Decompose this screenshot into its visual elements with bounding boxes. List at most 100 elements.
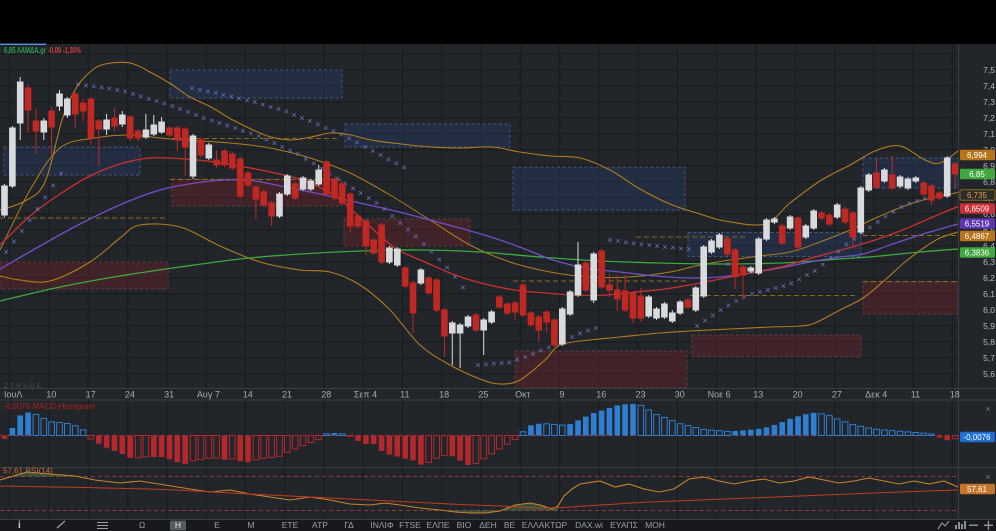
svg-text:×: × [27, 215, 32, 225]
svg-text:×: × [205, 87, 210, 97]
svg-text:×: × [162, 99, 167, 109]
svg-text:×: × [342, 178, 347, 188]
svg-text:×: × [201, 113, 206, 123]
svg-text:×: × [236, 94, 241, 104]
svg-text:×: × [295, 149, 300, 159]
svg-text:×: × [35, 204, 40, 214]
svg-text:×: × [193, 110, 198, 120]
svg-text:ΕΥΑΠΣ: ΕΥΑΠΣ [610, 520, 638, 530]
svg-text:18: 18 [439, 390, 449, 400]
svg-text:×: × [339, 130, 344, 140]
svg-text:×: × [773, 283, 778, 293]
svg-text:5,6: 5,6 [983, 369, 995, 379]
svg-text:×: × [232, 123, 237, 133]
svg-text:×: × [483, 360, 488, 370]
svg-text:×: × [287, 146, 292, 156]
svg-text:ΒΕ: ΒΕ [504, 520, 516, 530]
svg-text:×: × [331, 126, 336, 136]
svg-text:Αυγ 7: Αυγ 7 [197, 390, 220, 400]
svg-text:24: 24 [125, 390, 135, 400]
svg-text:×: × [19, 226, 24, 236]
svg-text:×: × [307, 116, 312, 126]
svg-text:×: × [370, 146, 375, 156]
svg-text:×: × [914, 196, 919, 206]
svg-text:×: × [260, 100, 265, 110]
svg-text:5,8: 5,8 [983, 337, 995, 347]
svg-text:6,0: 6,0 [983, 305, 995, 315]
svg-text:18: 18 [950, 390, 960, 400]
svg-text:×: × [99, 83, 104, 93]
svg-text:×: × [3, 247, 8, 257]
svg-text:×: × [577, 328, 582, 338]
svg-text:×: × [538, 346, 543, 356]
svg-text:Ω: Ω [139, 520, 145, 530]
svg-text:11: 11 [400, 390, 409, 400]
svg-text:57,61: 57,61 [967, 485, 988, 494]
svg-text:×: × [256, 131, 261, 141]
svg-text:57,61 RSI(14): 57,61 RSI(14) [3, 467, 53, 476]
svg-text:×: × [248, 128, 253, 138]
svg-text:×: × [303, 154, 308, 164]
svg-text:×: × [272, 138, 277, 148]
svg-text:14: 14 [243, 390, 253, 400]
svg-text:×: × [225, 121, 230, 131]
svg-text:×: × [546, 342, 551, 352]
svg-text:×: × [421, 239, 426, 249]
svg-text:×: × [213, 88, 218, 98]
svg-text:×: × [639, 239, 644, 249]
svg-text:25: 25 [478, 390, 488, 400]
svg-text:×: × [718, 305, 723, 315]
svg-text:×: × [875, 217, 880, 227]
svg-text:ΑΤΡ: ΑΤΡ [312, 520, 328, 530]
svg-text:×: × [741, 292, 746, 302]
svg-text:×: × [631, 238, 636, 248]
svg-text:28: 28 [321, 390, 331, 400]
svg-text:×: × [593, 323, 598, 333]
svg-text:×: × [280, 142, 285, 152]
svg-text:×: × [844, 240, 849, 250]
svg-text:×: × [50, 181, 55, 191]
svg-text:-0,0076 MACD-Histogram: -0,0076 MACD-Histogram [3, 402, 95, 411]
svg-text:7,3: 7,3 [983, 97, 995, 107]
svg-text:30: 30 [675, 390, 685, 400]
svg-text:×: × [804, 270, 809, 280]
svg-text:11: 11 [911, 390, 920, 400]
svg-text:ΒΙΟ: ΒΙΟ [457, 520, 472, 530]
svg-text:6,85 ΛΑΜΔΑ.gr: 6,85 ΛΑΜΔΑ.gr [4, 46, 46, 55]
svg-text:×: × [522, 352, 527, 362]
svg-text:7,5: 7,5 [983, 65, 995, 75]
svg-text:×: × [530, 349, 535, 359]
svg-text:6,9: 6,9 [983, 161, 995, 171]
svg-text:×: × [185, 107, 190, 117]
svg-text:Σεπ 4: Σεπ 4 [354, 390, 377, 400]
svg-text:×: × [906, 199, 911, 209]
svg-text:×: × [43, 192, 48, 202]
svg-text:×: × [796, 274, 801, 284]
svg-text:×: × [138, 92, 143, 102]
svg-text:×: × [899, 202, 904, 212]
svg-text:×: × [820, 260, 825, 270]
svg-text:7,4: 7,4 [983, 81, 995, 91]
svg-text:×: × [413, 232, 418, 242]
svg-text:ΙΝΛΙΦ: ΙΝΛΙΦ [370, 520, 394, 530]
svg-text:×: × [401, 163, 406, 173]
svg-text:6,6509: 6,6509 [965, 204, 990, 213]
svg-text:×: × [83, 80, 88, 90]
svg-text:×: × [725, 259, 730, 269]
svg-text:16: 16 [596, 390, 606, 400]
svg-text:7,2: 7,2 [983, 113, 995, 123]
svg-text:ΕΛΛΑΚΤΩΡ: ΕΛΛΑΚΤΩΡ [522, 520, 568, 530]
svg-text:21: 21 [282, 390, 292, 400]
svg-text:×: × [647, 240, 652, 250]
svg-text:×: × [323, 123, 328, 133]
svg-text:Οκτ: Οκτ [515, 390, 531, 400]
svg-text:×: × [366, 193, 371, 203]
svg-text:×: × [382, 204, 387, 214]
svg-text:×: × [397, 218, 402, 228]
svg-text:×: × [58, 169, 63, 179]
svg-text:×: × [491, 359, 496, 369]
svg-text:×: × [358, 188, 363, 198]
svg-text:×: × [515, 355, 520, 365]
svg-text:×: × [146, 94, 151, 104]
svg-text:9: 9 [559, 390, 564, 400]
